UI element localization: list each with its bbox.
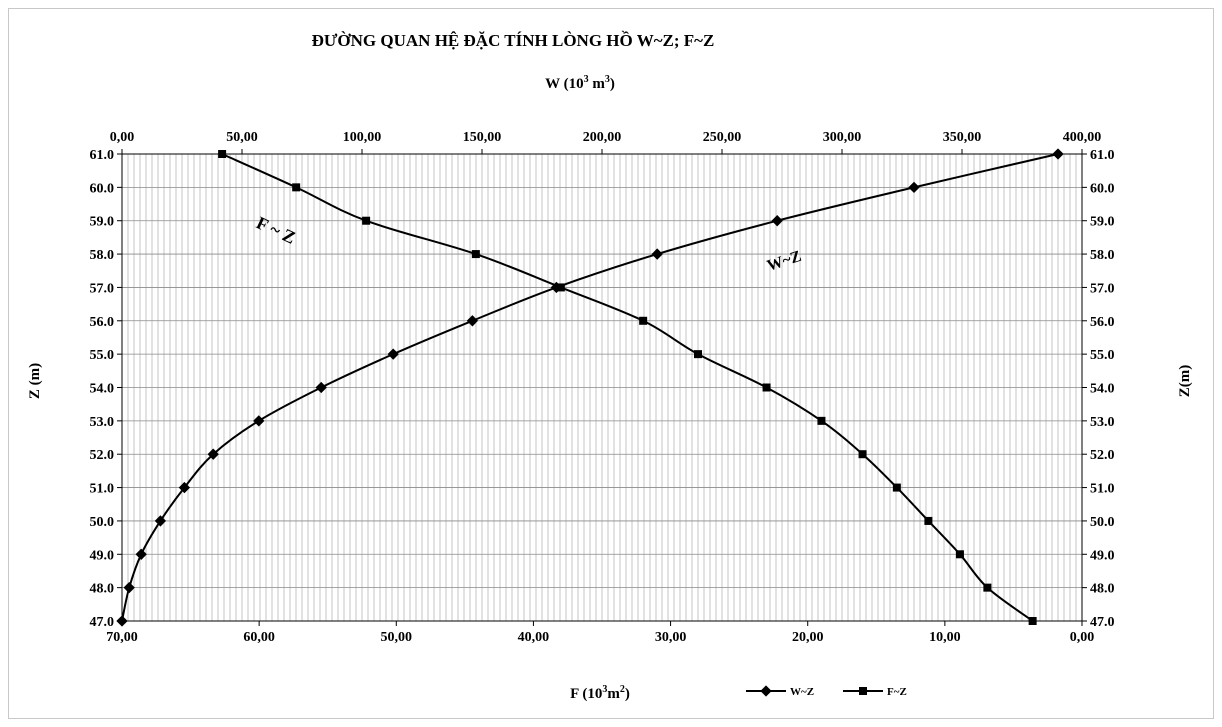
- left-tick-label: 52.0: [90, 448, 115, 463]
- left-tick-label: 56.0: [90, 315, 115, 330]
- legend-item-f-z: F~Z: [843, 686, 907, 698]
- bottom-tick-label: 40,00: [518, 630, 550, 645]
- top-tick-label: 50,00: [226, 130, 258, 145]
- right-tick-label: 57.0: [1090, 281, 1115, 296]
- bottom-tick-label: 10,00: [929, 630, 961, 645]
- left-tick-label: 57.0: [90, 281, 115, 296]
- data-point: [557, 283, 565, 291]
- data-point: [1029, 617, 1037, 625]
- top-tick-label: 300,00: [823, 130, 862, 145]
- bottom-tick-label: 50,00: [381, 630, 413, 645]
- legend-label-w-z: W~Z: [790, 686, 814, 698]
- legend-label-f-z: F~Z: [887, 686, 907, 698]
- legend: W~Z F~Z: [746, 685, 907, 698]
- right-tick-label: 58.0: [1090, 248, 1115, 263]
- left-tick-label: 51.0: [90, 482, 115, 497]
- right-tick-label: 56.0: [1090, 315, 1115, 330]
- right-tick-label: 54.0: [1090, 382, 1115, 397]
- left-tick-label: 47.0: [90, 615, 115, 630]
- data-point: [218, 150, 226, 158]
- data-point: [292, 183, 300, 191]
- data-point: [983, 584, 991, 592]
- data-point: [639, 317, 647, 325]
- data-point: [817, 417, 825, 425]
- left-tick-label: 58.0: [90, 248, 115, 263]
- left-tick-label: 59.0: [90, 215, 115, 230]
- right-tick-label: 55.0: [1090, 348, 1115, 363]
- bottom-tick-label: 60,00: [243, 630, 275, 645]
- right-tick-label: 52.0: [1090, 448, 1115, 463]
- top-tick-label: 0,00: [110, 130, 135, 145]
- right-tick-label: 60.0: [1090, 181, 1115, 196]
- bottom-tick-label: 20,00: [792, 630, 824, 645]
- data-point: [924, 517, 932, 525]
- legend-item-w-z: W~Z: [746, 685, 814, 698]
- left-tick-label: 53.0: [90, 415, 115, 430]
- data-point: [694, 350, 702, 358]
- top-tick-label: 350,00: [943, 130, 982, 145]
- data-point: [956, 550, 964, 558]
- left-tick-label: 49.0: [90, 548, 115, 563]
- left-tick-label: 48.0: [90, 582, 115, 597]
- bottom-tick-label: 30,00: [655, 630, 687, 645]
- left-tick-label: 55.0: [90, 348, 115, 363]
- top-tick-label: 200,00: [583, 130, 622, 145]
- bottom-tick-label: 70,00: [106, 630, 138, 645]
- top-tick-label: 250,00: [703, 130, 742, 145]
- top-tick-label: 100,00: [343, 130, 382, 145]
- chart-frame: 0,00 50,00 100,00 150,00 200,00 250,00 300,00 3…: [8, 8, 1214, 719]
- right-tick-label: 47.0: [1090, 615, 1115, 630]
- top-axis-label: W (103 m3): [545, 74, 615, 92]
- left-tick-label: 50.0: [90, 515, 115, 530]
- right-tick-label: 48.0: [1090, 582, 1115, 597]
- data-point: [859, 450, 867, 458]
- left-tick-label: 61.0: [90, 148, 115, 163]
- right-tick-label: 53.0: [1090, 415, 1115, 430]
- chart-title: ĐƯỜNG QUAN HỆ ĐẶC TÍNH LÒNG HỒ W~Z; F~Z: [312, 30, 715, 50]
- right-tick-label: 51.0: [1090, 482, 1115, 497]
- reservoir-chart: 0,00 50,00 100,00 150,00 200,00 250,00 300,00 3…: [9, 9, 1215, 720]
- left-axis-label: Z (m): [27, 363, 43, 399]
- top-tick-label: 150,00: [463, 130, 502, 145]
- right-tick-label: 59.0: [1090, 215, 1115, 230]
- data-point: [763, 384, 771, 392]
- bottom-axis-label: F (103m2): [570, 684, 630, 702]
- right-tick-label: 50.0: [1090, 515, 1115, 530]
- right-tick-label: 49.0: [1090, 548, 1115, 563]
- right-axis-label: Z(m): [1177, 365, 1193, 398]
- left-tick-label: 60.0: [90, 181, 115, 196]
- data-point: [893, 484, 901, 492]
- data-point: [362, 217, 370, 225]
- bottom-tick-label: 0,00: [1070, 630, 1095, 645]
- top-tick-label: 400,00: [1063, 130, 1102, 145]
- left-tick-label: 54.0: [90, 382, 115, 397]
- data-point: [472, 250, 480, 258]
- right-tick-label: 61.0: [1090, 148, 1115, 163]
